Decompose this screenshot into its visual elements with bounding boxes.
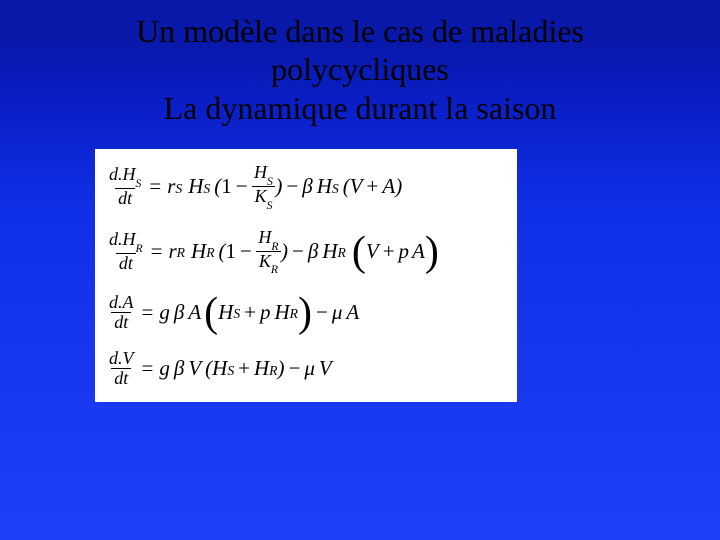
equation-2: d.HR dt = rR HR (1− HR KR ) − β HR (V+pA… [107,228,507,275]
eq1-lhs-fraction: d.HS dt [107,165,143,208]
equals-sign: = [149,174,161,199]
eq2-lhs-fraction: d.HR dt [107,230,145,273]
eq3-lhs-fraction: d.A dt [107,293,136,332]
equation-panel: d.HS dt = rS HS (1− HS KS ) − β HS (V+A)… [95,149,517,402]
title-line-3: La dynamique durant la saison [164,90,557,126]
equation-1: d.HS dt = rS HS (1− HS KS ) − β HS (V+A) [107,163,507,210]
title-line-2: polycycliques [271,51,449,87]
title-line-1: Un modèle dans le cas de maladies [136,13,584,49]
eq4-lhs-fraction: d.V dt [107,349,136,388]
slide-title: Un modèle dans le cas de maladies polycy… [0,0,720,127]
equation-3: d.A dt = g β A (HS+pHR) − μ A [107,293,507,332]
equation-4: d.V dt = g β V (HS+HR) − μ V [107,349,507,388]
